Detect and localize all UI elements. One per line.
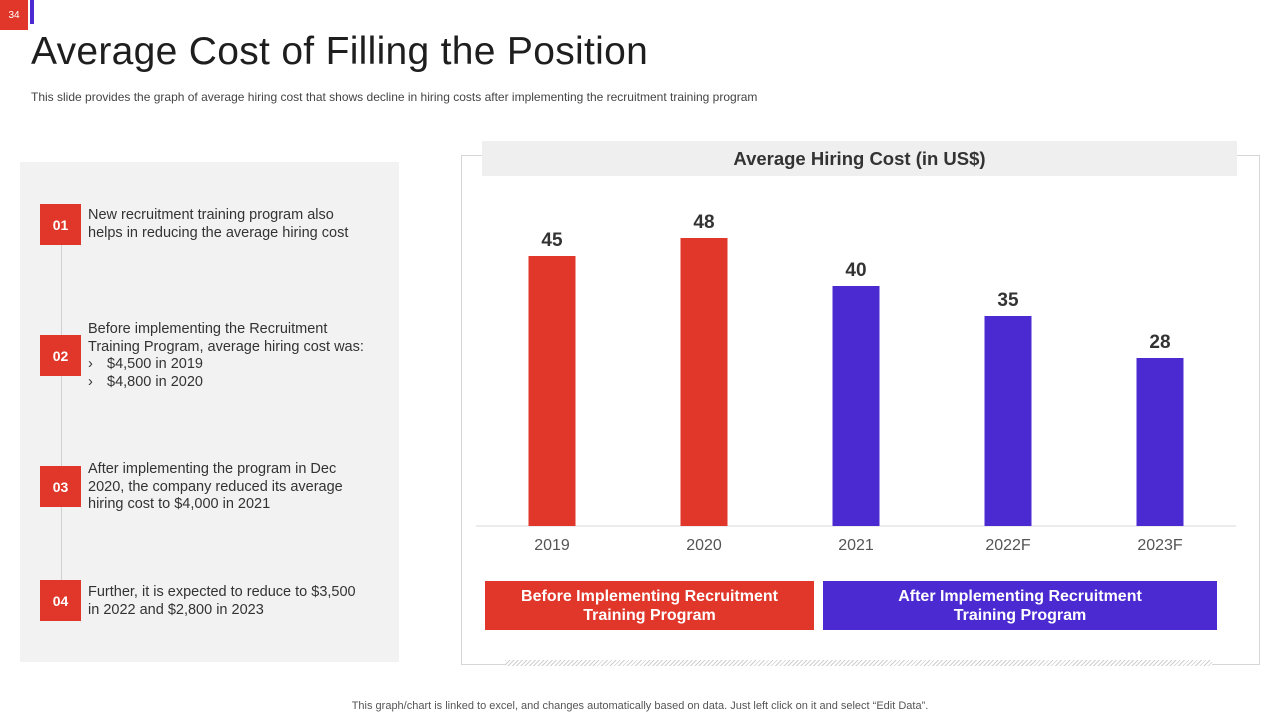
step-badge: 01 [40,204,81,245]
x-tick-label: 2019 [534,537,570,554]
legend-line: Training Program [953,606,1087,624]
bar-2020[interactable] [680,238,728,526]
step-line: in 2022 and $2,800 in 2023 [88,601,264,618]
step-line: hiring cost to $4,000 in 2021 [88,496,271,512]
legend-before: Before Implementing Recruitment Training… [485,581,814,630]
step-line: After implementing the program in Dec [88,461,337,477]
step-line: New recruitment training program also [88,207,334,223]
step-line: Further, it is expected to reduce to $3,… [88,584,356,600]
notes-panel [20,162,399,662]
bullet-text: $4,500 in 2019 [107,356,203,372]
slide-number: 34 [0,0,28,30]
x-tick-label: 2020 [686,537,722,554]
page-title: Average Cost of Filling the Position [31,30,649,73]
step-line: Before implementing the Recruitment [88,321,328,337]
legend-line: Training Program [583,606,716,624]
bullet-chevron-icon: › [88,356,93,372]
step-line: Training Program, average hiring cost wa… [88,338,364,355]
bar-2023F[interactable] [1136,358,1184,526]
chart-title: Average Hiring Cost (in US$) [482,141,1237,176]
legend-after: After Implementing Recruitment Training … [823,581,1217,630]
data-label: 35 [997,290,1019,311]
step-text: After implementing the program in Dec 20… [88,461,378,514]
bar-2022F[interactable] [984,316,1032,526]
step-text: New recruitment training program also he… [88,207,378,242]
step-badge: 03 [40,466,81,507]
accent-bar [30,0,34,24]
data-label: 48 [693,212,714,233]
data-label: 28 [1149,332,1170,353]
step-line: helps in reducing the average hiring cos… [88,224,349,241]
decorative-hatch [505,660,1212,666]
step-bullet: › $4,500 in 2019 [88,356,378,374]
page-subtitle: This slide provides the graph of average… [31,90,758,104]
footer-note: This graph/chart is linked to excel, and… [351,700,929,712]
data-label: 40 [845,260,866,281]
step-badge: 04 [40,580,81,621]
step-text: Further, it is expected to reduce to $3,… [88,584,378,619]
timeline-line [61,225,62,601]
x-tick-label: 2023F [1137,537,1183,554]
step-line: 2020, the company reduced its average [88,478,343,495]
step-badge: 02 [40,335,81,376]
x-tick-label: 2022F [985,537,1031,554]
bar-2019[interactable] [528,256,576,526]
step-bullet: › $4,800 in 2020 [88,374,378,392]
bullet-chevron-icon: › [88,373,93,390]
legend-line: Before Implementing Recruitment [521,587,778,605]
bar-2021[interactable] [832,286,880,526]
data-label: 45 [541,230,563,251]
step-text: Before implementing the Recruitment Trai… [88,321,378,391]
bullet-text: $4,800 in 2020 [107,373,203,390]
x-tick-label: 2021 [838,537,874,554]
legend-line: After Implementing Recruitment [898,587,1142,605]
